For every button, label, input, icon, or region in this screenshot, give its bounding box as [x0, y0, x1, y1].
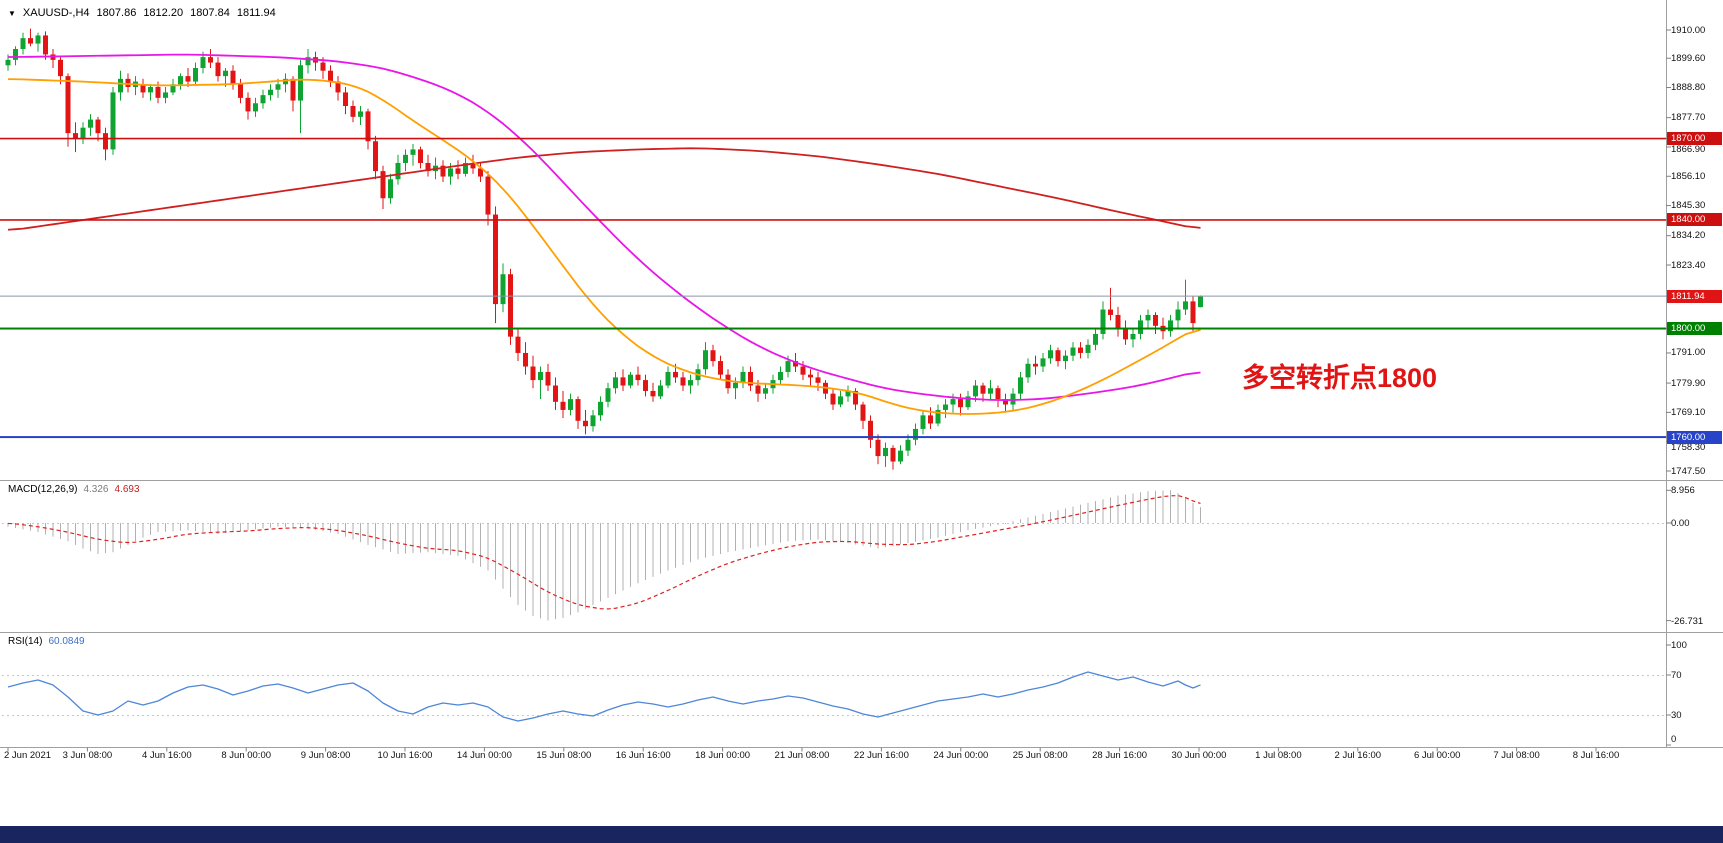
price-tick-label: 1877.70 [1671, 112, 1706, 124]
symbol-dropdown-icon[interactable]: ▼ [8, 8, 16, 18]
time-axis-label: 1 Jul 08:00 [1255, 750, 1302, 761]
macd-axis-label: -26.731 [1671, 615, 1704, 627]
price-tick-label: 1856.10 [1671, 170, 1706, 182]
time-axis-label: 15 Jun 08:00 [536, 750, 592, 761]
current-price-badge: 1811.94 [1667, 289, 1722, 303]
time-axis-label: 25 Jun 08:00 [1012, 750, 1068, 761]
time-axis-label: 3 Jun 08:00 [62, 750, 113, 761]
price-tick-label: 1834.20 [1671, 230, 1706, 242]
hline-badge-1800: 1800.00 [1667, 322, 1722, 336]
time-axis-label: 24 Jun 00:00 [933, 750, 989, 761]
window-bottom-bar [0, 826, 1723, 843]
rsi-axis-label: 70 [1671, 670, 1682, 681]
time-axis-label: 30 Jun 00:00 [1171, 750, 1227, 761]
hline-badge-1840: 1840.00 [1667, 213, 1722, 227]
symbol-period-label: XAUUSD-,H4 [22, 7, 90, 19]
time-axis-label: 7 Jul 08:00 [1493, 750, 1540, 761]
price-tick-label: 1910.00 [1671, 24, 1706, 36]
hline-badge-1760: 1760.00 [1667, 430, 1722, 444]
macd-name: MACD(12,26,9) [8, 484, 78, 495]
ohlc-open-value: 1807.86 [96, 7, 137, 19]
macd-signal-value: 4.693 [114, 484, 140, 495]
macd-indicator-label: MACD(12,26,9) 4.326 4.693 [8, 484, 140, 495]
time-axis-label: 4 Jun 16:00 [141, 750, 192, 761]
time-axis-label: 14 Jun 00:00 [456, 750, 512, 761]
time-axis-label: 22 Jun 16:00 [853, 750, 909, 761]
ohlc-high-value: 1812.20 [143, 7, 184, 19]
time-axis-label: 18 Jun 00:00 [695, 750, 751, 761]
rsi-indicator-label: RSI(14) 60.0849 [8, 636, 85, 647]
price-tick-label: 1779.90 [1671, 377, 1706, 389]
price-tick-label: 1758.30 [1671, 442, 1706, 454]
rsi-value: 60.0849 [48, 636, 85, 647]
time-axis-label: 10 Jun 16:00 [377, 750, 433, 761]
time-axis-label: 2 Jul 16:00 [1334, 750, 1382, 761]
time-axis-label: 16 Jun 16:00 [615, 750, 671, 761]
price-tick-label: 1747.50 [1671, 465, 1706, 477]
rsi-axis-label: 0 [1671, 734, 1677, 745]
ohlc-close-value: 1811.94 [236, 7, 276, 19]
time-axis-label: 21 Jun 08:00 [774, 750, 830, 761]
price-tick-label: 1866.90 [1671, 144, 1706, 156]
macd-axis-label: 0.00 [1671, 518, 1690, 529]
chart-annotation-text[interactable]: 多空转折点1800 [1242, 363, 1438, 393]
price-tick-label: 1791.00 [1671, 347, 1706, 359]
ohlc-low-value: 1807.84 [190, 7, 230, 19]
chart-header: ▼ XAUUSD-,H4 1807.86 1812.20 1807.84 181… [8, 7, 276, 19]
rsi-axis-label: 30 [1671, 710, 1682, 721]
price-tick-label: 1823.40 [1671, 259, 1706, 271]
time-axis-label: 8 Jun 00:00 [221, 750, 272, 761]
price-tick-label: 1769.10 [1671, 406, 1706, 418]
macd-axis-label: 8.956 [1671, 485, 1695, 497]
time-axis-label: 2 Jun 2021 [4, 750, 52, 761]
price-tick-label: 1888.80 [1671, 82, 1706, 94]
time-axis-label: 8 Jul 16:00 [1572, 750, 1620, 761]
price-tick-label: 1899.60 [1671, 52, 1706, 64]
rsi-name: RSI(14) [8, 636, 43, 647]
rsi-axis-label: 100 [1671, 640, 1687, 651]
time-axis-label: 9 Jun 08:00 [300, 750, 351, 761]
hline-badge-1870: 1870.00 [1667, 132, 1722, 146]
macd-main-value: 4.326 [83, 484, 109, 495]
time-axis-label: 6 Jul 00:00 [1413, 750, 1461, 761]
time-axis-label: 28 Jun 16:00 [1092, 750, 1148, 761]
price-tick-label: 1845.30 [1671, 200, 1706, 212]
